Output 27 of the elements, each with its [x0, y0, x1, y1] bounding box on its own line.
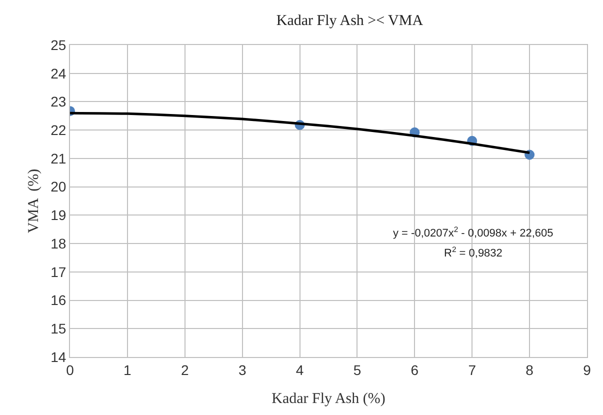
y-tick-label: 19 — [50, 207, 66, 224]
x-tick-label: 8 — [526, 362, 534, 378]
y-tick-label: 20 — [50, 178, 66, 195]
y-tick-label: 17 — [50, 264, 66, 280]
y-tick-label: 15 — [50, 320, 66, 337]
annotation: y = -0,0207x$^{2}$ - 0,0098x + 22,605 — [393, 225, 554, 240]
y-tick-label: 18 — [50, 235, 66, 252]
y-tick-label: 23 — [50, 94, 66, 110]
y-tick-label: 16 — [50, 292, 66, 308]
y-tick-label: 25 — [50, 36, 66, 53]
y-tick-label: 14 — [50, 348, 66, 365]
x-tick-label: 7 — [468, 362, 476, 378]
x-tick-label: 5 — [353, 362, 362, 378]
annotation: R$^{2}$ = 0,9832 — [444, 245, 502, 260]
x-tick-label: 3 — [238, 362, 246, 378]
x-axis-title: Kadar Fly Ash (%) — [272, 390, 386, 407]
x-tick-label: 0 — [66, 362, 74, 378]
y-axis-title: VMA (%) — [26, 168, 42, 234]
y-tick-label: 21 — [50, 150, 66, 166]
x-tick-label: 2 — [180, 362, 189, 378]
chart-title: Kadar Fly Ash >< VMA — [276, 13, 424, 30]
x-tick-label: 4 — [296, 362, 304, 378]
x-tick-label: 6 — [410, 362, 419, 378]
x-tick-label: 1 — [124, 362, 132, 378]
x-tick-label: 9 — [583, 362, 592, 378]
y-tick-label: 22 — [50, 122, 66, 138]
y-tick-label: 24 — [50, 65, 66, 82]
